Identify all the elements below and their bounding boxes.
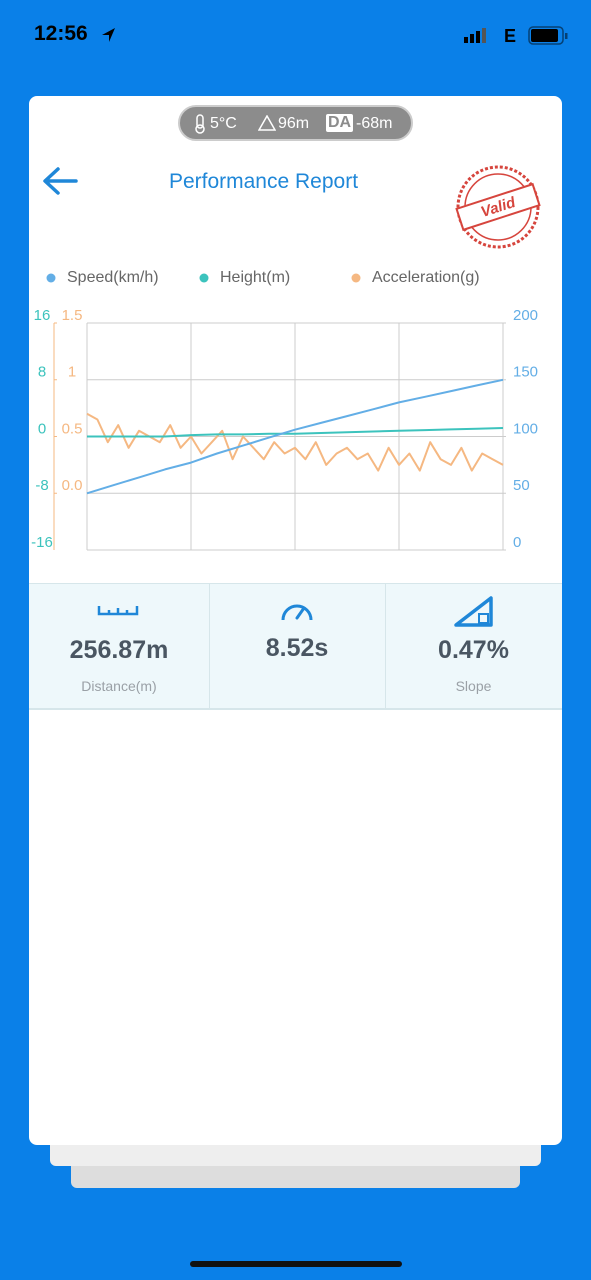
y-tick-label: -8 bbox=[35, 477, 48, 494]
stat-label: Distance(m) bbox=[81, 678, 157, 694]
y3-tick-label: 0.0 bbox=[62, 477, 83, 494]
legend-label: Acceleration(g) bbox=[372, 269, 480, 286]
altitude: 96m bbox=[278, 115, 310, 132]
y2-tick-label: 100 bbox=[513, 420, 538, 437]
valid-stamp: Valid bbox=[455, 165, 541, 249]
y-tick-label: -16 bbox=[31, 534, 53, 551]
slope-icon bbox=[454, 596, 493, 627]
location-icon bbox=[102, 28, 115, 42]
stat-value: 0.47% bbox=[438, 636, 509, 664]
page-title: Performance Report bbox=[168, 170, 359, 193]
y2-tick-label: 0 bbox=[513, 534, 521, 551]
legend-marker bbox=[351, 273, 361, 283]
y-tick-label: 0 bbox=[38, 420, 46, 437]
y2-tick-label: 50 bbox=[513, 477, 530, 494]
stat-label: Slope bbox=[455, 678, 492, 694]
back-button[interactable] bbox=[40, 165, 80, 197]
y2-tick-label: 200 bbox=[513, 307, 538, 324]
battery-icon bbox=[528, 26, 568, 45]
y3-tick-label: 1.5 bbox=[62, 307, 83, 324]
legend-label: Speed(km/h) bbox=[67, 269, 159, 286]
home-indicator bbox=[190, 1261, 402, 1267]
divider bbox=[385, 584, 386, 709]
status-time: 12:56 bbox=[34, 22, 88, 45]
legend-label: Height(m) bbox=[220, 269, 290, 286]
temperature: 5°C bbox=[210, 115, 237, 132]
y3-tick-label: 0.5 bbox=[62, 420, 83, 437]
series-line bbox=[86, 378, 504, 495]
y3-tick-label: 1 bbox=[68, 364, 76, 381]
y2-tick-label: 150 bbox=[513, 364, 538, 381]
stat-value: 8.52s bbox=[265, 634, 329, 662]
legend-marker bbox=[46, 273, 56, 283]
gauge-icon bbox=[281, 604, 313, 621]
legend-marker bbox=[199, 273, 209, 283]
da-badge: DA bbox=[326, 114, 354, 132]
divider bbox=[209, 584, 210, 709]
density-altitude: -68m bbox=[356, 115, 393, 132]
network-type: E bbox=[504, 26, 517, 46]
ruler-icon bbox=[97, 606, 139, 616]
y-tick-label: 16 bbox=[34, 307, 51, 324]
stats-panel: 256.87m Distance(m) 8.52s 0.47% Slope bbox=[29, 583, 562, 710]
series-line bbox=[87, 427, 504, 438]
signal-icon bbox=[464, 28, 486, 43]
y-tick-label: 8 bbox=[38, 364, 46, 381]
mountain-icon bbox=[258, 115, 276, 131]
thermometer-icon bbox=[195, 114, 205, 134]
stat-value: 256.87m bbox=[69, 636, 169, 664]
chart: Speed(km/h) Height(m) Acceleration(g) -16 -8… bbox=[31, 269, 538, 551]
conditions-pill: 5°C 96m DA -68m bbox=[178, 105, 413, 141]
series-line bbox=[86, 412, 504, 472]
